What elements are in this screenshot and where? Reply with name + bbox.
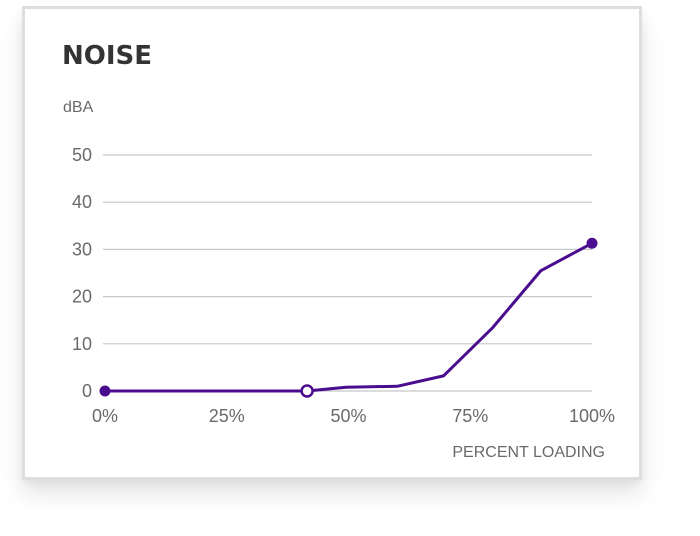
x-axis-label: PERCENT LOADING: [452, 444, 605, 461]
noise-chart: NOISE dBA 0 10 20 30 40 50 0% 25% 50% 75% 100% PE…: [62, 41, 615, 461]
x-tick-25: 25%: [209, 406, 245, 426]
y-tick-40: 40: [72, 192, 92, 212]
chart-card: NOISE dBA 0 10 20 30 40 50 0% 25% 50% 75% 100% PE…: [22, 6, 642, 480]
data-point-1: [300, 384, 314, 398]
y-tick-50: 50: [72, 145, 92, 165]
x-tick-0: 0%: [92, 406, 118, 426]
x-tick-50: 50%: [330, 406, 366, 426]
x-tick-labels: 0% 25% 50% 75% 100%: [92, 406, 615, 426]
chart-title: NOISE: [62, 41, 152, 71]
gridlines: [103, 154, 592, 392]
x-tick-100: 100%: [569, 406, 615, 426]
data-point-2: [586, 237, 598, 249]
y-axis-label: dBA: [63, 99, 94, 116]
y-tick-0: 0: [82, 381, 92, 401]
series-line-0: [103, 241, 594, 393]
x-tick-75: 75%: [452, 406, 488, 426]
y-tick-20: 20: [72, 287, 92, 307]
y-tick-30: 30: [72, 239, 92, 259]
y-tick-10: 10: [72, 334, 92, 354]
y-tick-labels: 0 10 20 30 40 50: [72, 145, 92, 401]
data-point-0: [99, 385, 111, 397]
series-layer: [99, 237, 598, 398]
